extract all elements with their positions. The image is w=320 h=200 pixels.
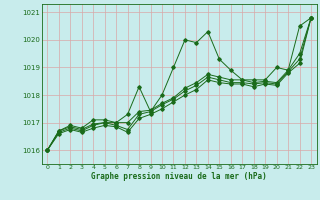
X-axis label: Graphe pression niveau de la mer (hPa): Graphe pression niveau de la mer (hPa) [91, 172, 267, 181]
